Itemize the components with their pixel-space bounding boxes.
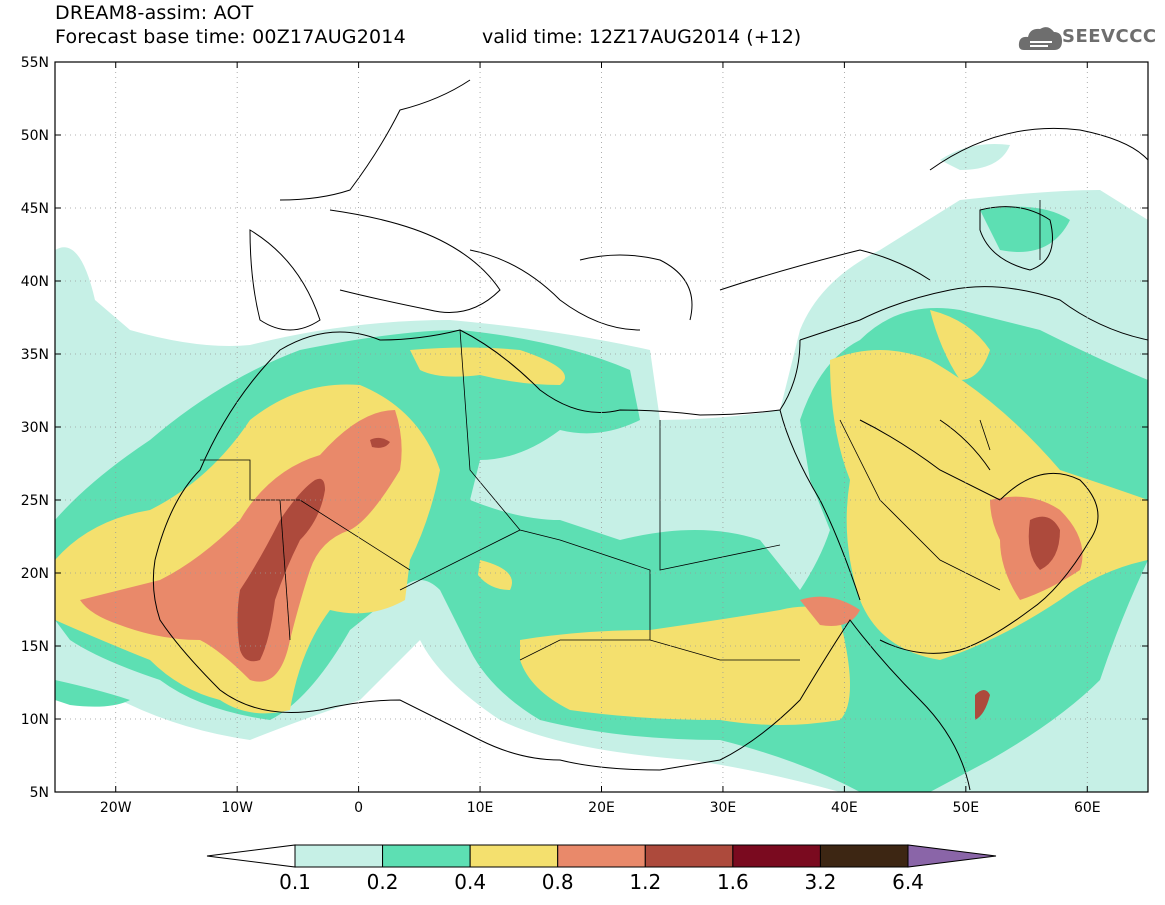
- map-title: DREAM8-assim: AOT: [55, 2, 254, 24]
- colorbar-level-label: 1.2: [629, 870, 662, 894]
- colorbar-high-arrow: [907, 844, 997, 868]
- colorbar-box: [732, 844, 821, 868]
- forecast-base-time: Forecast base time: 00Z17AUG2014: [55, 26, 406, 48]
- lat-label-5N: 5N: [30, 785, 49, 801]
- lat-label-15N: 15N: [21, 639, 49, 655]
- aot-contour-1.2: [237, 478, 325, 662]
- country-borders: [200, 200, 1041, 661]
- lat-label-45N: 45N: [21, 201, 49, 217]
- lon-label-50E: 50E: [952, 800, 979, 816]
- lat-label-55N: 55N: [21, 55, 49, 71]
- lat-label-50N: 50N: [21, 128, 49, 144]
- colorbar-level-label: 3.2: [804, 870, 837, 894]
- colorbar-level-label: 1.6: [716, 870, 749, 894]
- aot-contour-0.8: [80, 410, 402, 682]
- grid-lines: [55, 62, 1148, 792]
- colorbar-box: [382, 844, 471, 868]
- colorbar-box: [557, 844, 646, 868]
- seevccc-cloud-logo-icon: [1018, 27, 1062, 50]
- lon-label-0: 0: [354, 800, 363, 816]
- colorbar-level-label: 0.1: [279, 870, 311, 894]
- axis-ticks: [55, 61, 1148, 793]
- lon-label-30E: 30E: [710, 800, 737, 816]
- colorbar-level-label: 6.4: [892, 870, 924, 894]
- lon-label-20E: 20E: [588, 800, 615, 816]
- colorbar-box: [469, 844, 559, 868]
- colorbar-level-label: 0.2: [366, 870, 399, 894]
- lon-label-40E: 40E: [831, 800, 858, 816]
- colorbar-level-label: 0.4: [454, 870, 487, 894]
- coastlines: [152, 79, 1148, 791]
- lat-label-10N: 10N: [21, 712, 49, 728]
- lon-label-60E: 60E: [1074, 800, 1101, 816]
- colorbar: [206, 844, 997, 868]
- lon-label-10W: 10W: [221, 800, 253, 816]
- lat-label-35N: 35N: [21, 347, 49, 363]
- lat-label-30N: 30N: [21, 420, 49, 436]
- lat-label-20N: 20N: [21, 566, 49, 582]
- longitude-labels: 20W 10W 0 10E 20E 30E 40E 50E 60E: [100, 800, 1101, 816]
- colorbar-box: [294, 844, 384, 868]
- lon-label-10E: 10E: [467, 800, 494, 816]
- lat-label-25N: 25N: [21, 493, 49, 509]
- colorbar-box: [819, 844, 909, 868]
- lon-label-20W: 20W: [100, 800, 132, 816]
- colorbar-box: [644, 844, 734, 868]
- latitude-labels: 55N 50N 45N 40N 35N 30N 25N 20N 15N 10N 5N: [21, 55, 49, 801]
- colorbar-level-label: 0.8: [541, 870, 574, 894]
- aot-field: [55, 144, 1148, 792]
- valid-time: valid time: 12Z17AUG2014 (+12): [482, 26, 802, 48]
- colorbar-low-arrow: [206, 844, 296, 868]
- logo-text: SEEVCCC: [1062, 26, 1157, 47]
- lat-label-40N: 40N: [21, 274, 49, 290]
